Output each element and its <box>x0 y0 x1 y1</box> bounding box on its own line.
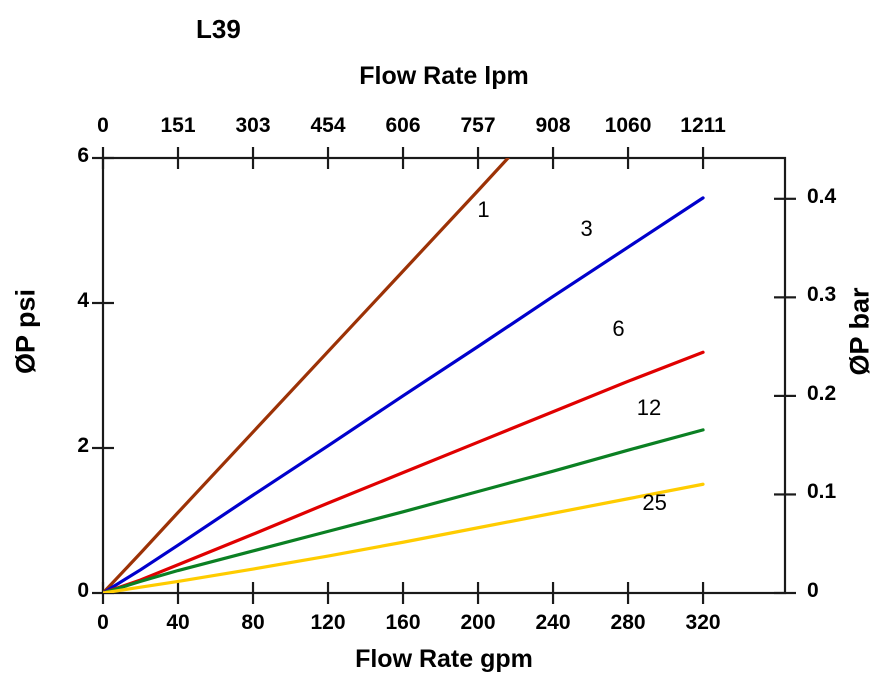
curve-series-25 <box>103 482 705 593</box>
x-tick-label-bottom: 0 <box>97 611 109 634</box>
y-tick-label-right: 0 <box>807 579 819 602</box>
x-tick-label-top: 1060 <box>604 114 652 137</box>
x-tick-label-top: 606 <box>385 114 421 137</box>
bottom-axis-title: Flow Rate gpm <box>355 645 533 673</box>
curve-label-3: 3 <box>580 215 593 241</box>
curve-series-12 <box>103 428 705 593</box>
x-tick-label-bottom: 320 <box>685 611 721 634</box>
curve-label-6: 6 <box>612 315 625 341</box>
y-tick-label-left: 4 <box>77 289 89 312</box>
chart-title: L39 <box>196 14 241 44</box>
x-tick-label-bottom: 200 <box>460 611 496 634</box>
x-tick-label-bottom: 120 <box>310 611 346 634</box>
x-tick-label-bottom: 240 <box>535 611 571 634</box>
y-tick-label-left: 2 <box>77 434 89 457</box>
y-tick-label-left: 6 <box>77 144 89 167</box>
x-tick-label-top: 454 <box>310 114 346 137</box>
curve-series-6 <box>103 350 705 593</box>
top-axis-title: Flow Rate lpm <box>359 62 529 90</box>
x-tick-label-top: 908 <box>535 114 571 137</box>
x-tick-label-bottom: 80 <box>241 611 265 634</box>
x-tick-label-top: 303 <box>235 114 271 137</box>
y-tick-label-right: 0.3 <box>807 283 837 307</box>
x-tick-label-top: 0 <box>97 114 109 137</box>
y-tick-label-left: 0 <box>77 579 89 602</box>
x-tick-label-top: 757 <box>460 114 496 137</box>
y-tick-label-right: 0.4 <box>807 184 837 208</box>
curve-label-1: 1 <box>477 197 490 223</box>
x-tick-label-top: 151 <box>160 114 196 137</box>
x-tick-label-top: 1211 <box>680 114 726 137</box>
curve-label-25: 25 <box>642 489 667 515</box>
curve-series-3 <box>103 196 705 593</box>
curve-series-1 <box>103 158 510 593</box>
curve-label-12: 12 <box>636 394 662 420</box>
y-tick-label-right: 0.2 <box>807 381 837 405</box>
y-tick-label-right: 0.1 <box>807 480 837 504</box>
x-tick-label-bottom: 160 <box>385 611 421 634</box>
x-tick-label-bottom: 280 <box>610 611 646 634</box>
plot-frame <box>101 156 787 595</box>
x-tick-label-bottom: 40 <box>166 611 190 634</box>
